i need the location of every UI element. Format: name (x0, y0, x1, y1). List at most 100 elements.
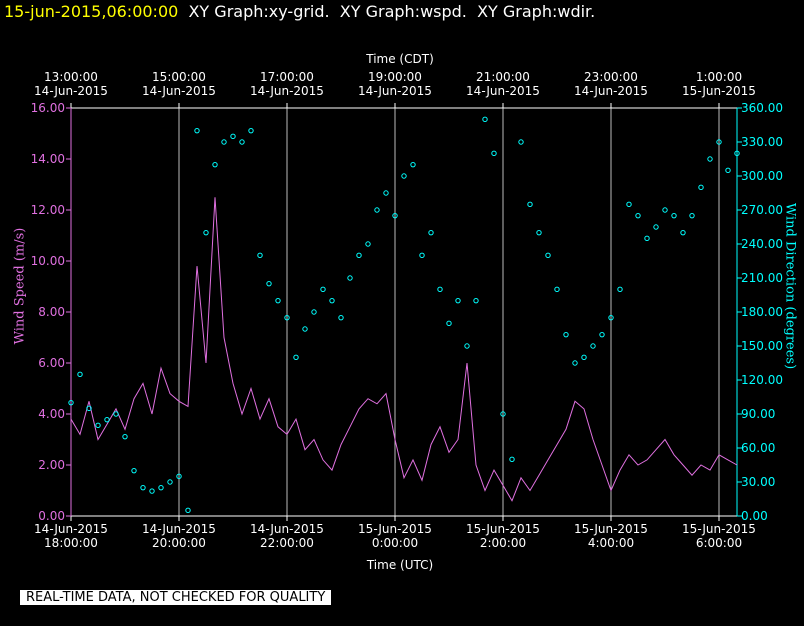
x2-tick-label: 17:00:00 14-Jun-2015 (250, 70, 324, 98)
wind-direction-point (68, 399, 74, 406)
y2-tick-label: 180.00 (741, 305, 783, 319)
y2-tick-label: 240.00 (741, 237, 783, 251)
wind-direction-point (266, 280, 272, 287)
wind-direction-point (149, 488, 155, 494)
wind-direction-point (248, 127, 254, 134)
wind-direction-point (167, 479, 173, 485)
wind-direction-point (734, 150, 740, 157)
timestamp: 15-jun-2015,06:00:00 (4, 2, 179, 21)
x-tick-label: 15-Jun-2015 4:00:00 (574, 522, 648, 550)
wind-direction-point (509, 456, 515, 463)
wind-direction-point (680, 229, 686, 236)
wind-direction-point (590, 343, 596, 349)
wind-direction-point (662, 207, 668, 213)
wind-direction-point (563, 331, 569, 338)
wind-direction-point (716, 139, 722, 145)
x-tick-label: 15-Jun-2015 6:00:00 (682, 522, 756, 550)
x-tick-label: 15-Jun-2015 2:00:00 (466, 522, 540, 550)
wind-direction-point (329, 297, 335, 304)
x2-tick-label: 19:00:00 14-Jun-2015 (358, 70, 432, 98)
y-tick-label: 10.00 (30, 254, 65, 268)
x-tick-label: 14-Jun-2015 18:00:00 (34, 522, 108, 550)
wind-direction-point (239, 139, 245, 145)
wind-direction-point (113, 411, 119, 417)
wind-direction-point (176, 473, 182, 480)
y-tick-label: 6.00 (38, 356, 65, 370)
wind-direction-point (383, 190, 389, 196)
wind-direction-point (338, 314, 344, 321)
wind-direction-point (626, 201, 632, 208)
wind-direction-point (572, 360, 578, 366)
x2-tick-label: 23:00:00 14-Jun-2015 (574, 70, 648, 98)
wind-direction-point (518, 139, 524, 145)
y2-tick-label: 150.00 (741, 339, 783, 353)
y-tick-label: 0.00 (38, 509, 65, 523)
y2-tick-label: 60.00 (741, 441, 776, 455)
y2-tick-label: 270.00 (741, 203, 783, 217)
wind-direction-point (500, 411, 506, 417)
wind-direction-point (635, 212, 641, 219)
wind-direction-point (545, 252, 551, 259)
wind-direction-point (707, 156, 713, 162)
wind-direction-point (437, 286, 443, 293)
wind-direction-point (698, 184, 704, 191)
y2-tick-label: 300.00 (741, 169, 783, 183)
wind-direction-point (644, 235, 650, 242)
x2-tick-label: 13:00:00 14-Jun-2015 (34, 70, 108, 98)
wind-direction-point (194, 127, 200, 134)
wind-direction-point (347, 275, 353, 281)
wind-direction-point (581, 354, 587, 361)
wind-direction-point (365, 241, 371, 247)
y-tick-label: 8.00 (38, 305, 65, 319)
wind-direction-point (536, 229, 542, 236)
wind-direction-point (446, 320, 452, 327)
wind-direction-point (212, 161, 218, 168)
wind-speed-line (70, 197, 738, 502)
x-tick-label: 14-Jun-2015 22:00:00 (250, 522, 324, 550)
wind-direction-point (671, 212, 677, 219)
wind-direction-point (428, 229, 434, 236)
x-tick-label: 14-Jun-2015 20:00:00 (142, 522, 216, 550)
y2-tick-label: 360.00 (741, 101, 783, 115)
y2-tick-label: 90.00 (741, 407, 776, 421)
wind-direction-point (284, 314, 290, 321)
wind-direction-point (410, 161, 416, 168)
y-axis-title: Wind Speed (m/s) (12, 227, 28, 345)
x2-tick-label: 1:00:00 15-Jun-2015 (682, 70, 756, 98)
wind-direction-point (599, 331, 605, 338)
wind-direction-point (482, 116, 488, 123)
wind-direction-point (617, 286, 623, 293)
y2-tick-label: 0.00 (741, 509, 768, 523)
wind-direction-point (689, 212, 695, 219)
wind-direction-point (140, 484, 146, 491)
wind-direction-point (257, 252, 263, 259)
wind-direction-point (131, 467, 137, 474)
wind-direction-point (527, 201, 533, 208)
x2-tick-label: 21:00:00 14-Jun-2015 (466, 70, 540, 98)
wind-direction-point (95, 422, 101, 429)
x-axis-title: Time (UTC) (366, 558, 434, 572)
wind-direction-point (185, 507, 191, 514)
wind-direction-point (356, 252, 362, 259)
y2-tick-label: 30.00 (741, 475, 776, 489)
x2-tick-label: 15:00:00 14-Jun-2015 (142, 70, 216, 98)
wind-direction-point (725, 167, 731, 174)
wind-direction-point (455, 297, 461, 304)
wind-direction-point (230, 133, 236, 140)
wind-direction-point (608, 314, 614, 321)
wind-direction-point (104, 416, 110, 423)
y-tick-label: 4.00 (38, 407, 65, 421)
wind-direction-point (401, 173, 407, 179)
wind-direction-point (320, 286, 326, 293)
header-title: XY Graph:xy-grid. XY Graph:wspd. XY Grap… (188, 2, 596, 21)
wind-direction-point (491, 150, 497, 157)
wind-direction-point (122, 433, 128, 440)
wind-direction-point (374, 207, 380, 213)
wind-direction-point (392, 212, 398, 219)
wind-direction-point (275, 297, 281, 304)
wind-direction-point (653, 224, 659, 230)
y-tick-label: 2.00 (38, 458, 65, 472)
wind-direction-point (302, 326, 308, 332)
wind-direction-point (473, 297, 479, 304)
